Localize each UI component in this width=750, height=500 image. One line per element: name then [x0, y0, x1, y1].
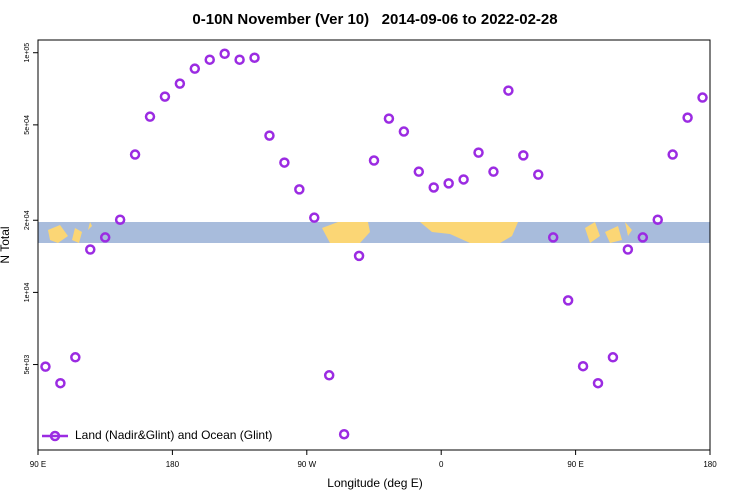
plot-frame — [37, 39, 711, 451]
legend-label: Land (Nadir&Glint) and Ocean (Glint) — [75, 428, 272, 442]
x-tick-label: 90 W — [297, 460, 316, 469]
point — [353, 250, 365, 262]
point — [383, 113, 395, 124]
point — [309, 212, 320, 223]
y-tick-label: 5e+04 — [24, 115, 31, 135]
y-tick-label: 1e+04 — [24, 282, 31, 302]
point — [503, 85, 514, 96]
point — [264, 130, 275, 141]
x-tick-label: 90 E — [30, 460, 46, 469]
point — [398, 126, 410, 137]
point — [547, 232, 559, 243]
legend-marker — [49, 430, 61, 442]
y-tick-label: 1e+05 — [24, 43, 31, 63]
point — [159, 91, 171, 102]
point — [85, 244, 96, 255]
y-axis-label: N Total — [0, 226, 12, 263]
x-tick-label: 90 E — [567, 460, 583, 469]
point — [682, 112, 693, 123]
point — [577, 360, 589, 372]
point — [338, 428, 350, 440]
point — [249, 52, 260, 63]
point — [204, 54, 215, 65]
point — [55, 377, 66, 389]
x-tick-label: 180 — [166, 460, 180, 469]
point — [488, 166, 499, 177]
point — [70, 352, 81, 363]
y-tick-label: 5e+03 — [24, 355, 31, 375]
point — [697, 92, 708, 103]
point — [518, 150, 529, 161]
point — [174, 78, 186, 89]
point — [368, 155, 380, 166]
point — [129, 149, 141, 160]
point — [592, 377, 604, 389]
point — [607, 352, 619, 363]
point — [652, 214, 663, 225]
point — [279, 157, 290, 168]
x-axis-label: Longitude (deg E) — [327, 476, 422, 490]
point — [234, 54, 245, 65]
point — [473, 147, 484, 158]
point — [667, 149, 678, 160]
point — [294, 184, 305, 195]
point — [144, 111, 156, 122]
map-band — [38, 222, 710, 243]
point — [458, 174, 469, 185]
chart-title: 0-10N November (Ver 10) 2014-09-06 to 20… — [192, 11, 557, 28]
point — [219, 48, 230, 60]
point — [189, 63, 201, 74]
point — [114, 214, 126, 225]
point — [637, 232, 649, 243]
point — [428, 182, 439, 193]
point — [622, 244, 634, 255]
point — [413, 166, 425, 177]
point — [99, 232, 111, 243]
point — [562, 295, 574, 306]
y-tick-label: 2e+04 — [24, 210, 31, 230]
x-tick-label: 180 — [703, 460, 717, 469]
point — [533, 169, 544, 180]
point — [40, 361, 51, 372]
x-tick-label: 0 — [439, 460, 444, 469]
point — [323, 370, 335, 381]
point — [443, 178, 454, 189]
